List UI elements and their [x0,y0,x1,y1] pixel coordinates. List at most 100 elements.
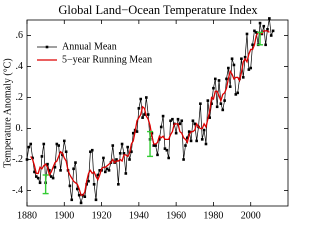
x-tick-label: 1880 [17,210,37,221]
data-point [165,148,169,152]
data-point [59,169,62,172]
data-point [228,85,232,88]
x-tick-label: 1920 [92,210,112,221]
data-point [199,102,202,105]
data-point [139,97,143,101]
data-point [128,158,131,161]
data-point [62,139,66,143]
data-point [247,68,251,71]
data-point [33,170,36,174]
data-point [262,24,266,28]
chart: Global Land−Ocean Temperature Index Temp… [0,0,300,228]
data-point [146,113,150,116]
data-point [251,43,254,47]
data-point [204,142,208,146]
data-point [200,138,204,141]
data-point [124,172,128,175]
data-point [217,79,221,82]
data-point [249,66,253,70]
legend-label: Annual Mean [62,41,117,52]
data-point [182,158,185,161]
data-point [221,108,225,112]
data-point [25,158,29,161]
data-point [27,145,31,149]
data-point [53,165,57,169]
data-point [89,150,92,154]
data-point [74,161,77,164]
data-point [31,156,34,160]
data-point [266,28,269,31]
x-tick-label: 1980 [203,210,223,221]
data-point [145,96,148,99]
data-point [35,175,38,178]
data-point [169,119,172,123]
series-line [30,30,270,196]
data-point [42,142,46,146]
data-point [156,153,159,157]
y-axis-label: Temperature Anomaly (°C) [2,58,13,167]
data-point [117,183,120,186]
data-point [219,102,223,105]
data-point [243,55,247,59]
data-point [83,195,87,198]
data-point [212,86,215,90]
data-point [180,119,184,123]
data-point [264,43,267,47]
data-point [72,167,75,171]
data-point [141,116,144,119]
data-point [215,105,219,109]
data-point [234,93,238,96]
x-tick-label: 2000 [241,210,261,221]
y-tick-label: 0. [16,123,24,134]
y-tick-label: .6 [16,30,24,41]
data-point [51,176,55,180]
data-point [92,183,96,186]
background [0,0,300,228]
data-point [158,138,161,141]
legend-label: 5−year Running Mean [62,54,152,65]
data-point [55,142,59,146]
chart-title: Global Land−Ocean Temperature Index [58,3,258,17]
data-point [104,170,107,174]
data-point [76,187,79,191]
data-point [245,32,249,36]
data-point [174,131,178,135]
data-point [152,144,156,147]
data-point [236,91,239,95]
data-point [187,130,191,133]
legend-marker [45,45,49,49]
data-point [105,167,109,171]
data-point [46,162,49,166]
data-point [70,198,74,202]
data-point [191,119,195,123]
data-point [258,21,262,25]
data-point [159,125,163,129]
y-tick-label: .2 [16,92,24,103]
y-tick-label: .4 [16,61,24,72]
data-point [223,99,226,102]
data-point [36,176,40,180]
data-point [195,139,198,143]
data-point [206,99,210,102]
data-point [268,17,271,20]
data-point [130,150,133,154]
data-point [38,181,42,185]
data-point [64,150,68,154]
data-point [230,57,234,61]
data-point [227,66,230,70]
y-tick-label: -.4 [12,185,23,196]
data-point [135,130,139,133]
data-point [115,158,118,161]
data-point [241,76,245,79]
data-point [240,57,243,61]
data-point [68,184,72,188]
data-point [163,147,167,150]
data-point [189,139,193,143]
data-point [40,155,44,158]
data-point [120,142,124,146]
data-point [193,122,197,126]
data-point [253,29,256,33]
data-point [48,169,51,172]
data-point [154,144,157,147]
data-point [255,31,258,34]
